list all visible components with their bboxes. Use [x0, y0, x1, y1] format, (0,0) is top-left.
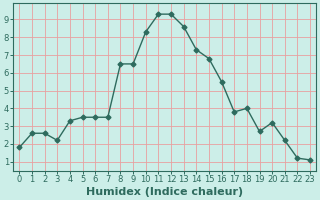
X-axis label: Humidex (Indice chaleur): Humidex (Indice chaleur) [86, 187, 243, 197]
